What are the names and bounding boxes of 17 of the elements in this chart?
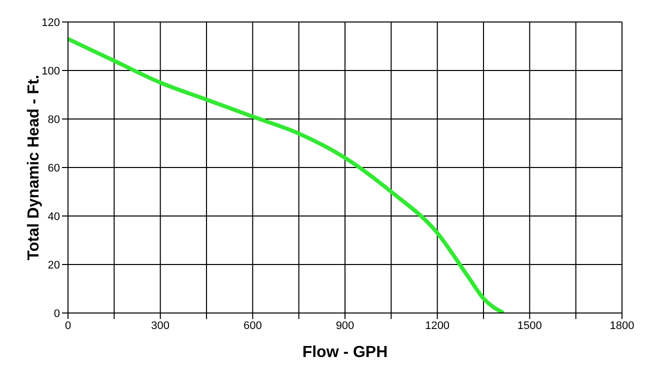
x-tick-label: 0 [64, 320, 72, 332]
y-tick-label: 0 [54, 308, 60, 320]
y-tick-label: 40 [48, 210, 60, 223]
y-tick-label: 100 [42, 65, 60, 78]
x-tick-label: 600 [243, 320, 262, 332]
x-tick-label: 1800 [610, 320, 634, 332]
x-axis-title: Flow - GPH [302, 344, 388, 361]
y-tick-label: 20 [48, 259, 60, 272]
x-tick-label: 1200 [425, 320, 450, 332]
line-series [68, 36, 506, 313]
y-tick-label: 60 [48, 162, 60, 174]
y-tick-label: 80 [48, 114, 60, 126]
y-axis-title: Total Dynamic Head - Ft. [26, 74, 42, 260]
x-tick-label: 1500 [517, 320, 542, 332]
x-tick-label: 300 [151, 320, 170, 332]
x-tick-label: 900 [336, 320, 354, 332]
y-tick-label: 120 [42, 16, 60, 29]
